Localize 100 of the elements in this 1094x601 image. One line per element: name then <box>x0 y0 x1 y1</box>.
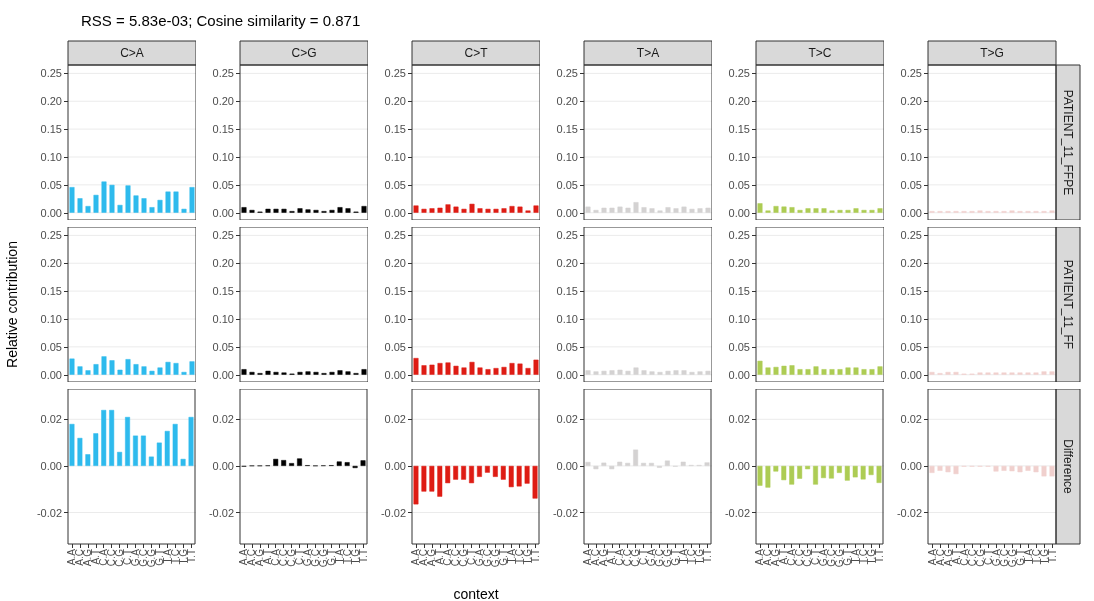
y-tick-label: 0.25 <box>556 67 578 80</box>
y-tick-label: 0.10 <box>384 313 406 325</box>
y-tick-label: -0.02 <box>208 506 234 519</box>
bar <box>517 206 523 213</box>
y-tick-label: 0.05 <box>40 340 62 353</box>
bar <box>437 363 443 375</box>
y-tick-label: 0.00 <box>212 368 234 381</box>
y-tick-label: 0.05 <box>728 178 750 191</box>
y-tick-label: 0.15 <box>40 123 62 136</box>
bar <box>633 449 639 466</box>
bar <box>469 203 475 213</box>
y-tick-label: 0.20 <box>728 257 750 270</box>
y-tick-label: 0.20 <box>40 257 62 270</box>
y-tick-label: 0.00 <box>40 368 62 381</box>
bar <box>437 207 443 213</box>
bar <box>336 461 342 466</box>
y-tick-label: 0.10 <box>900 313 922 325</box>
bar <box>180 458 186 466</box>
bar <box>101 409 107 466</box>
bar <box>360 460 366 466</box>
bar <box>664 460 670 466</box>
y-tick-label: 0.15 <box>384 285 406 298</box>
y-tick-label: 0.20 <box>556 95 578 108</box>
y-tick-label: 0.00 <box>384 459 406 472</box>
bar <box>533 359 539 375</box>
chart-subtitle: C>G <box>291 46 317 60</box>
y-tick-label: 0.25 <box>212 229 234 242</box>
bar <box>173 363 179 375</box>
bar <box>617 461 623 466</box>
bar <box>173 191 179 213</box>
bar <box>109 409 115 466</box>
chart-subtitle: T>A <box>636 46 660 60</box>
bar <box>77 198 83 213</box>
bar <box>85 454 91 466</box>
bar <box>469 361 475 375</box>
y-tick-label: 0.15 <box>384 123 406 136</box>
y-tick-label: 0.25 <box>728 229 750 242</box>
bar <box>164 430 170 466</box>
y-tick-label: 0.10 <box>728 151 750 163</box>
y-tick-label: 0.20 <box>900 95 922 108</box>
bar <box>148 456 154 466</box>
y-tick-label: 0.25 <box>384 67 406 80</box>
y-tick-label: 0.20 <box>212 95 234 108</box>
bar <box>69 187 75 213</box>
y-tick-label: 0.05 <box>556 340 578 353</box>
y-tick-label: 0.05 <box>384 178 406 191</box>
bar <box>93 194 99 213</box>
bar <box>609 465 615 470</box>
bar <box>133 435 138 466</box>
bar <box>273 458 279 466</box>
bar <box>181 371 187 375</box>
y-tick-label: 0.15 <box>556 285 578 298</box>
bar <box>181 208 187 213</box>
chart-subtitle: C>A <box>120 46 144 60</box>
y-tick-label: 0.10 <box>728 313 750 325</box>
y-tick-label: 0.15 <box>900 123 922 136</box>
y-tick-label: 0.10 <box>212 313 234 325</box>
y-tick-label: 0.05 <box>212 340 234 353</box>
y-tick-label: 0.05 <box>900 340 922 353</box>
bar <box>125 185 131 213</box>
y-tick-label: 0.02 <box>900 413 922 426</box>
bar <box>585 461 591 466</box>
y-tick-label: 0.02 <box>212 413 234 426</box>
chart-subtitle: C>T <box>464 46 489 60</box>
y-tick-label: 0.15 <box>212 285 234 298</box>
bar <box>133 195 139 213</box>
y-tick-label: 0.20 <box>384 257 406 270</box>
bar <box>445 204 451 213</box>
bar <box>157 199 163 213</box>
y-tick-label: 0.00 <box>900 459 922 472</box>
text: RSS = 5.83e-03; Cosine similarity = 0.871 <box>81 12 361 29</box>
y-tick-label: 0.00 <box>900 206 922 219</box>
y2-axis-title: PATIENT_11_FF <box>1061 259 1075 350</box>
y-tick-label: 0.10 <box>40 151 62 163</box>
y-tick-label: 0.10 <box>556 313 578 325</box>
y-tick-label: -0.02 <box>724 506 750 519</box>
bar <box>453 206 459 213</box>
y-tick-label: 0.05 <box>40 178 62 191</box>
y-tick-label: 0.02 <box>728 413 750 426</box>
y-tick-label: 0.00 <box>40 459 62 472</box>
bar <box>133 364 139 375</box>
bar <box>493 208 499 213</box>
bar <box>421 208 427 213</box>
y-tick-label: 0.15 <box>556 123 578 136</box>
y-tick-label: 0.05 <box>900 178 922 191</box>
y-tick-label: 0.05 <box>556 178 578 191</box>
bar <box>117 451 123 466</box>
bar <box>101 356 107 375</box>
bar <box>109 184 115 213</box>
y-tick-label: 0.00 <box>556 206 578 219</box>
bar <box>421 365 427 375</box>
y-tick-label: 0.02 <box>40 413 62 426</box>
y-tick-label: 0.20 <box>384 95 406 108</box>
bar <box>189 187 195 213</box>
bar <box>680 461 686 466</box>
bar <box>149 207 155 213</box>
bar <box>429 364 435 375</box>
bar <box>101 181 107 213</box>
y-tick-label: 0.00 <box>900 368 922 381</box>
bar <box>517 363 523 375</box>
